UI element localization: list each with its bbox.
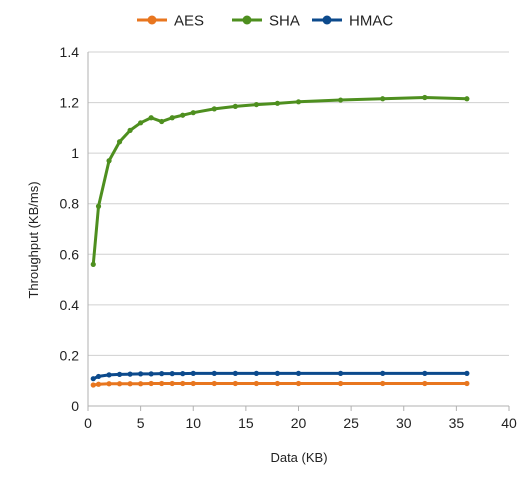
y-tick-label: 0.4 bbox=[60, 297, 80, 313]
sha-legend-label: SHA bbox=[269, 13, 300, 30]
aes-data-point bbox=[464, 380, 470, 387]
sha-data-point bbox=[422, 94, 428, 101]
hmac-data-point bbox=[159, 371, 165, 377]
sha-data-point bbox=[338, 97, 344, 103]
sha-data-point bbox=[116, 139, 123, 145]
hmac-data-point bbox=[464, 370, 470, 376]
sha-data-point bbox=[180, 112, 186, 118]
sha-data-point bbox=[95, 203, 102, 209]
x-tick-label: 15 bbox=[238, 415, 254, 431]
aes-data-point bbox=[148, 380, 154, 387]
axis-layer: 0 0.2 0.4 0.6 0.8 1 1.2 1.4 0 5 10 15 20 25 30 35 40 bbox=[60, 44, 517, 431]
aes-data-point bbox=[274, 380, 281, 387]
hmac-legend-marker bbox=[322, 15, 332, 25]
hmac-data-point bbox=[422, 370, 428, 376]
sha-data-point bbox=[106, 158, 112, 164]
y-tick-label: 1 bbox=[71, 145, 79, 161]
y-tick-label: 0 bbox=[71, 398, 79, 414]
sha-data-point bbox=[138, 120, 144, 126]
hmac-data-point bbox=[253, 370, 259, 376]
aes-data-point bbox=[232, 380, 238, 387]
aes-data-point bbox=[90, 382, 96, 388]
aes-data-point bbox=[159, 380, 165, 387]
aes-data-point bbox=[169, 380, 175, 387]
hmac-legend-label: HMAC bbox=[349, 13, 393, 30]
hmac-data-point bbox=[116, 371, 123, 377]
sha-series-line bbox=[91, 96, 469, 266]
hmac-data-point bbox=[380, 370, 386, 376]
hmac-data-point bbox=[295, 370, 302, 376]
hmac-data-point bbox=[274, 370, 281, 376]
aes-data-point bbox=[190, 380, 196, 387]
y-tick-label: 1.4 bbox=[60, 44, 80, 60]
x-tick-label: 40 bbox=[501, 415, 517, 431]
sha-data-point bbox=[253, 101, 259, 108]
hmac-data-point bbox=[106, 372, 112, 378]
aes-data-point bbox=[127, 381, 133, 387]
aes-data-point bbox=[422, 380, 428, 387]
y-tick-label: 0.6 bbox=[60, 246, 80, 262]
hmac-data-point bbox=[169, 371, 175, 377]
x-tick-label: 0 bbox=[84, 415, 92, 431]
sha-data-point bbox=[148, 115, 154, 121]
aes-data-point bbox=[106, 381, 112, 387]
hmac-data-point bbox=[232, 370, 238, 376]
series-layer bbox=[90, 94, 470, 388]
y-axis-title: Throughput (KB/ms) bbox=[26, 181, 41, 298]
hmac-data-point bbox=[148, 371, 154, 377]
aes-data-point bbox=[138, 381, 144, 387]
sha-data-point bbox=[90, 261, 96, 267]
aes-data-point bbox=[338, 380, 344, 387]
hmac-data-point bbox=[180, 371, 186, 377]
hmac-data-point bbox=[190, 370, 196, 376]
aes-data-point bbox=[253, 380, 259, 387]
sha-data-point bbox=[295, 99, 302, 105]
aes-legend-marker bbox=[147, 15, 157, 25]
x-tick-label: 5 bbox=[137, 415, 145, 431]
grid-layer bbox=[88, 51, 509, 407]
sha-data-point bbox=[464, 96, 470, 102]
sha-legend-marker bbox=[242, 15, 252, 25]
y-tick-label: 0.2 bbox=[60, 347, 80, 363]
aes-data-point bbox=[380, 380, 386, 387]
hmac-data-point bbox=[211, 370, 217, 376]
legend: AES SHA HMAC bbox=[137, 13, 393, 30]
hmac-data-point bbox=[90, 376, 96, 382]
hmac-data-point bbox=[127, 371, 133, 377]
hmac-data-point bbox=[95, 373, 102, 380]
sha-data-point bbox=[190, 110, 196, 116]
aes-data-point bbox=[295, 380, 302, 387]
sha-data-point bbox=[127, 127, 133, 133]
x-tick-label: 25 bbox=[343, 415, 359, 431]
x-tick-label: 20 bbox=[291, 415, 307, 431]
sha-data-point bbox=[169, 115, 175, 121]
sha-data-point bbox=[211, 106, 217, 112]
y-tick-label: 1.2 bbox=[60, 95, 80, 111]
aes-legend-label: AES bbox=[174, 13, 204, 30]
hmac-data-point bbox=[338, 370, 344, 376]
sha-data-point bbox=[380, 96, 386, 102]
aes-data-point bbox=[95, 381, 102, 387]
aes-data-point bbox=[211, 380, 217, 387]
x-tick-label: 10 bbox=[185, 415, 201, 431]
x-tick-label: 35 bbox=[449, 415, 465, 431]
aes-data-point bbox=[116, 381, 123, 387]
hmac-data-point bbox=[138, 371, 144, 377]
sha-data-point bbox=[159, 118, 165, 125]
y-tick-label: 0.8 bbox=[60, 196, 80, 212]
x-tick-label: 30 bbox=[396, 415, 412, 431]
sha-data-point bbox=[274, 100, 281, 106]
aes-data-point bbox=[180, 380, 186, 387]
x-axis-title: Data (KB) bbox=[270, 450, 327, 465]
sha-data-point bbox=[232, 103, 238, 109]
